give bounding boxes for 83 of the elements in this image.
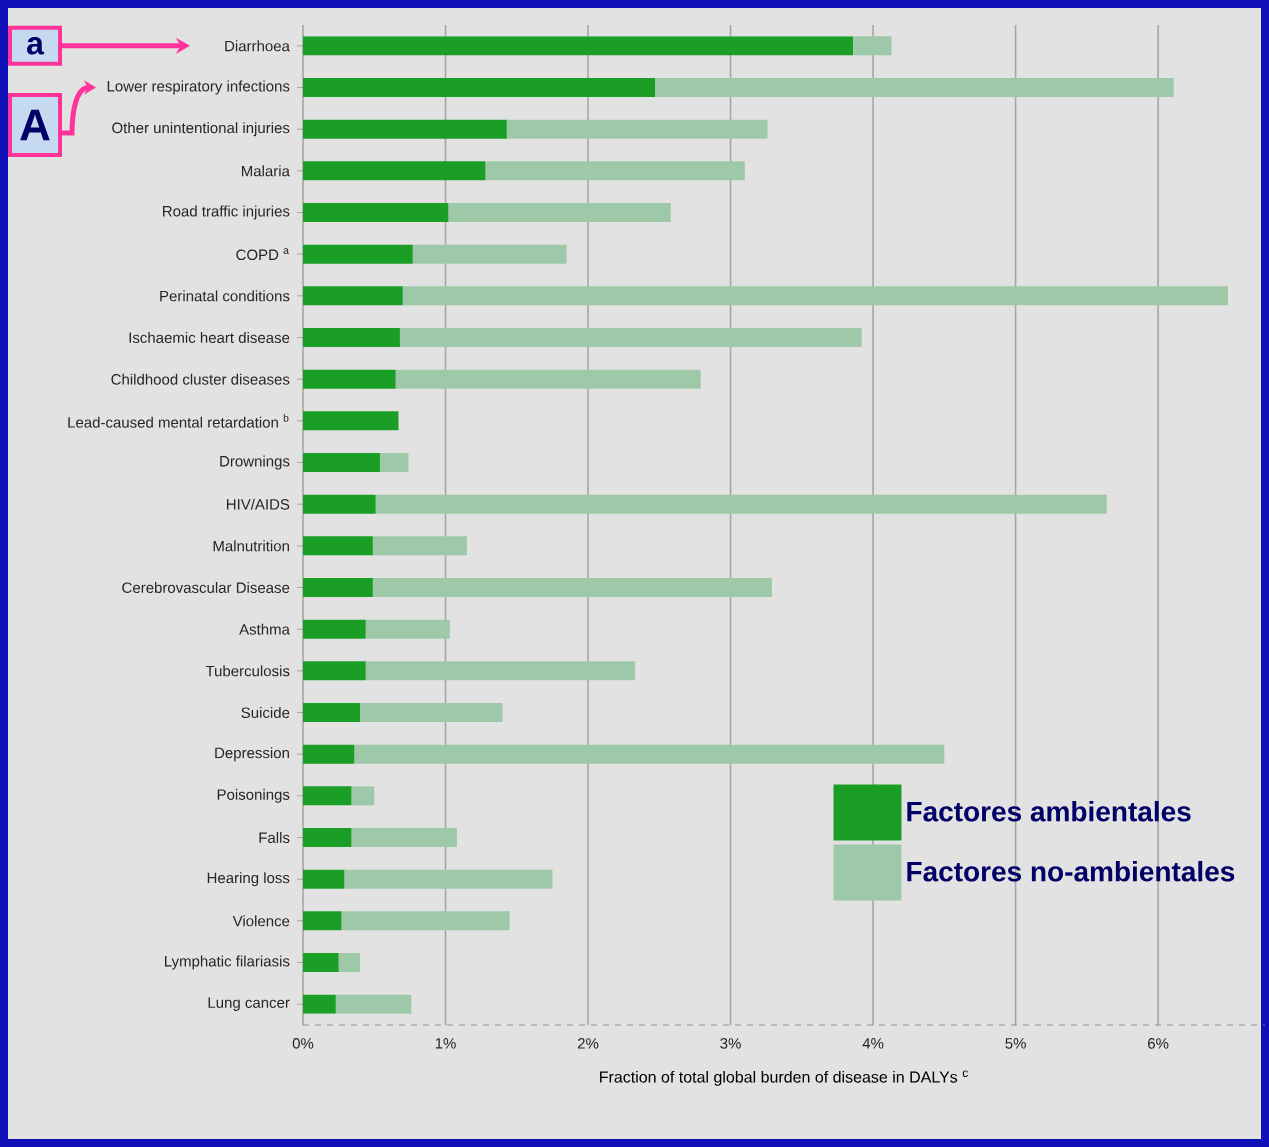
bar <box>303 411 399 431</box>
bar <box>506 119 768 139</box>
x-tick-label: 1% <box>435 1038 456 1049</box>
bar <box>344 869 553 889</box>
x-tick-label: 3% <box>720 1038 741 1049</box>
legend-label: Factores no-ambientales <box>907 860 1235 882</box>
bar <box>412 244 567 264</box>
bar <box>303 369 396 389</box>
y-tick-label: Cerebrovascular Disease <box>122 582 290 594</box>
y-tick-label: Malaria <box>241 165 290 177</box>
bar <box>375 494 1107 514</box>
bar <box>372 578 772 598</box>
bar <box>303 203 449 223</box>
y-tick-label: Drownings <box>220 455 290 470</box>
y-tick-label: Lymphatic filariasis <box>165 955 290 970</box>
bar <box>399 328 862 348</box>
bar <box>303 119 507 139</box>
y-tick-label: Lead-caused mental retardation $^{b}$ <box>68 413 289 428</box>
y-tick-label: Falls <box>259 832 290 844</box>
y-tick-label: Tuberculosis <box>205 665 290 677</box>
bar <box>303 161 486 181</box>
y-tick-label: COPD $^{a}$ <box>236 248 289 261</box>
bar <box>395 369 701 389</box>
bar <box>303 828 352 848</box>
y-tick-label: Ischaemic heart disease <box>129 332 290 344</box>
y-tick-label: Hearing loss <box>207 872 290 887</box>
bar <box>655 78 1174 98</box>
y-tick-label: HIV/AIDS <box>226 498 290 510</box>
bar <box>853 36 892 56</box>
bar <box>303 619 366 639</box>
bar <box>379 453 409 473</box>
y-tick-label: Perinatal conditions <box>160 290 290 302</box>
bar <box>360 703 503 723</box>
bar <box>303 244 413 264</box>
y-tick-label: Suicide <box>241 707 290 719</box>
x-tick-label: 2% <box>577 1038 599 1049</box>
bar <box>303 953 339 973</box>
bar <box>303 661 366 681</box>
bar <box>303 744 355 764</box>
bar <box>335 994 412 1014</box>
bar <box>303 869 345 889</box>
y-tick-label: Asthma <box>239 623 290 635</box>
bar <box>303 994 336 1014</box>
bar <box>448 203 671 223</box>
bar <box>303 36 854 56</box>
bar <box>372 536 467 556</box>
bar <box>303 78 656 98</box>
x-tick-label: 4% <box>862 1038 884 1049</box>
x-tick-label: 0% <box>292 1038 314 1049</box>
bar <box>303 911 342 931</box>
bar <box>303 453 380 473</box>
y-tick-label: Lung cancer <box>208 997 290 1011</box>
bar <box>351 786 375 806</box>
bar <box>365 619 450 639</box>
bar <box>354 744 945 764</box>
y-tick-label: Childhood cluster diseases <box>111 373 290 385</box>
y-tick-label: Violence <box>232 915 290 927</box>
bar <box>351 828 457 848</box>
x-axis-title: Fraction of total global burden of disease in DALYs $^{c}$ <box>600 1070 968 1086</box>
text: a <box>27 37 45 55</box>
bar <box>303 578 373 598</box>
bar <box>365 661 636 681</box>
y-tick-label: Malnutrition <box>213 540 289 552</box>
bar <box>341 911 510 931</box>
x-tick-label: 5% <box>1005 1038 1026 1049</box>
bar <box>303 703 361 723</box>
bar <box>303 494 376 514</box>
bar <box>303 786 352 806</box>
y-tick-label: Depression <box>215 747 289 762</box>
bar <box>338 953 361 973</box>
y-tick-label: Lower respiratory infections <box>107 80 290 95</box>
legend-label: Factores ambientales <box>907 800 1191 822</box>
y-tick-label: Road traffic injuries <box>163 205 290 220</box>
y-tick-label: Other unintentional injuries <box>112 122 290 137</box>
bar <box>303 286 403 306</box>
text: A <box>20 109 50 141</box>
bar <box>402 286 1228 306</box>
y-tick-label: Poisonings <box>217 788 290 803</box>
bar <box>303 536 373 556</box>
x-tick-label: 6% <box>1148 1038 1169 1049</box>
y-tick-label: Diarrhoea <box>225 40 290 52</box>
bar <box>303 328 400 348</box>
bar <box>485 161 745 181</box>
